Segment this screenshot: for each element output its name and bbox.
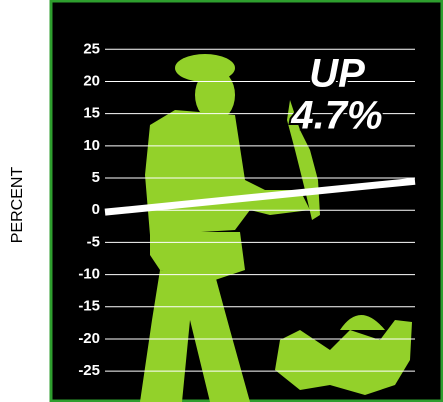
y-tick-label: -20: [78, 330, 100, 347]
annotation: 4.7%: [290, 94, 382, 138]
y-tick-label: 15: [83, 105, 100, 122]
chart: PERCENT 25 20 15 10 5 0 -5 -10 -15 -20 -25 UP 4.7%: [0, 0, 443, 402]
y-tick-label: -5: [87, 233, 100, 250]
y-tick-label: -10: [78, 266, 100, 283]
y-tick-label: 10: [83, 137, 100, 154]
y-tick-label: -15: [78, 298, 100, 315]
y-tick-label: -25: [78, 362, 100, 379]
y-tick-label: 5: [92, 169, 100, 186]
y-tick-label: 20: [83, 72, 100, 89]
y-tick-label: 25: [83, 40, 100, 57]
annotation: UP: [309, 52, 365, 96]
y-axis-label: PERCENT: [9, 167, 26, 244]
y-tick-label: 0: [92, 201, 100, 218]
